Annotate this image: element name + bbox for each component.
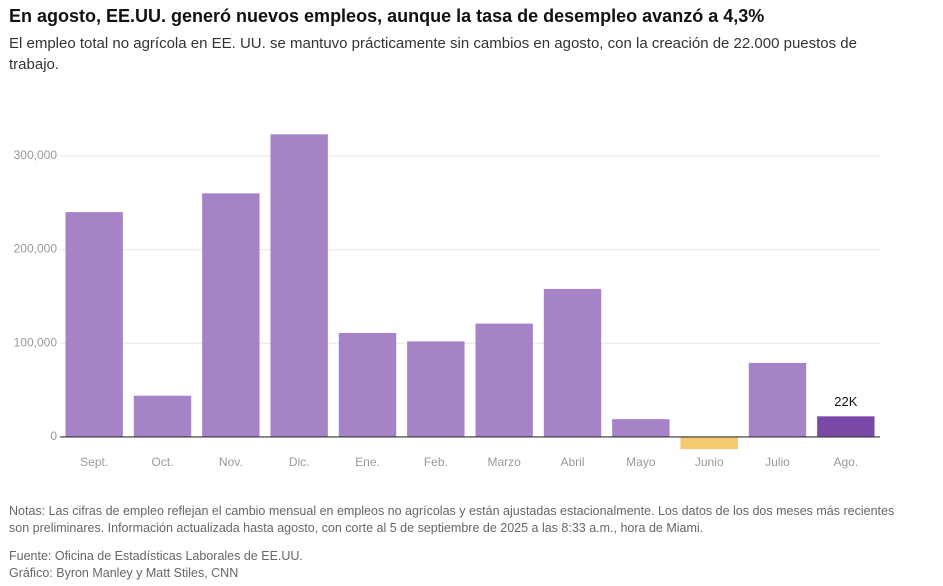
- y-tick-label: 0: [50, 429, 57, 443]
- notes: Notas: Las cifras de empleo reflejan el …: [9, 504, 895, 535]
- x-tick-label: Ago.: [833, 455, 858, 469]
- y-tick-label: 100,000: [14, 335, 58, 349]
- bar: [133, 395, 192, 437]
- x-tick-label: Nov.: [219, 455, 243, 469]
- credit: Gráfico: Byron Manley y Matt Stiles, CNN: [9, 566, 239, 580]
- bar: [475, 323, 533, 437]
- x-tick-label: Oct.: [151, 455, 173, 469]
- x-tick-label: Sept.: [80, 455, 108, 469]
- source: Fuente: Oficina de Estadísticas Laborale…: [9, 549, 303, 563]
- bar: [543, 288, 602, 437]
- x-tick-label: Feb.: [424, 455, 448, 469]
- bar: [65, 212, 123, 437]
- y-tick-label: 300,000: [14, 148, 58, 162]
- x-tick-label: Dic.: [289, 455, 310, 469]
- value-label: 22K: [834, 394, 857, 409]
- chart-title: En agosto, EE.UU. generó nuevos empleos,…: [9, 6, 765, 26]
- x-tick-label: Julio: [765, 455, 790, 469]
- bar: [612, 419, 670, 437]
- x-tick-label: Junio: [695, 455, 724, 469]
- bar: [748, 362, 807, 437]
- chart-subtitle: El empleo total no agrícola en EE. UU. s…: [9, 35, 857, 73]
- x-tick-label: Marzo: [487, 455, 521, 469]
- x-tick-label: Mayo: [626, 455, 656, 469]
- bar: [817, 416, 875, 437]
- bar: [202, 193, 260, 437]
- bar: [338, 332, 397, 437]
- bar: [680, 436, 738, 450]
- x-tick-label: Ene.: [355, 455, 380, 469]
- x-tick-label: Abril: [560, 455, 584, 469]
- chart: 0 100,000 200,000 300,000 Sept. Oct. Nov. Dic. E…: [14, 134, 880, 469]
- bar: [407, 341, 465, 437]
- y-tick-label: 200,000: [14, 242, 58, 256]
- bar: [270, 134, 328, 437]
